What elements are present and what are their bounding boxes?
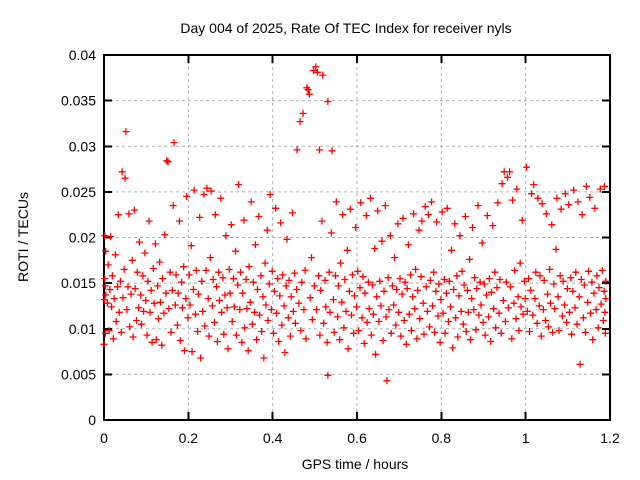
- y-tick-label: 0.02: [69, 230, 96, 246]
- x-tick-label: 0.4: [263, 430, 283, 446]
- x-tick-label: 0: [100, 430, 108, 446]
- x-tick-label: 1.2: [600, 430, 620, 446]
- y-tick-label: 0.04: [69, 47, 96, 63]
- chart-title: Day 004 of 2025, Rate Of TEC Index for r…: [180, 20, 511, 36]
- y-tick-label: 0.005: [61, 366, 96, 382]
- x-tick-label: 0.2: [179, 430, 199, 446]
- y-tick-label: 0: [88, 412, 96, 428]
- x-axis-label: GPS time / hours: [302, 456, 409, 472]
- y-tick-label: 0.025: [61, 184, 96, 200]
- x-tick-label: 1: [522, 430, 530, 446]
- data-points: [100, 63, 610, 385]
- y-axis-label: ROTI / TECUs: [15, 192, 31, 282]
- y-tick-label: 0.03: [69, 138, 96, 154]
- y-tick-label: 0.01: [69, 321, 96, 337]
- y-tick-label: 0.015: [61, 275, 96, 291]
- grid-lines: [103, 54, 611, 421]
- tick-labels: 0 0.2 0.4 0.6 0.8 1 1.2 0 0.005 0.01 0.015 0.02 0.02…: [61, 47, 620, 446]
- x-tick-label: 0.8: [432, 430, 452, 446]
- y-tick-label: 0.035: [61, 93, 96, 109]
- scatter-plus-markers: [100, 63, 610, 385]
- x-tick-label: 0.6: [347, 430, 367, 446]
